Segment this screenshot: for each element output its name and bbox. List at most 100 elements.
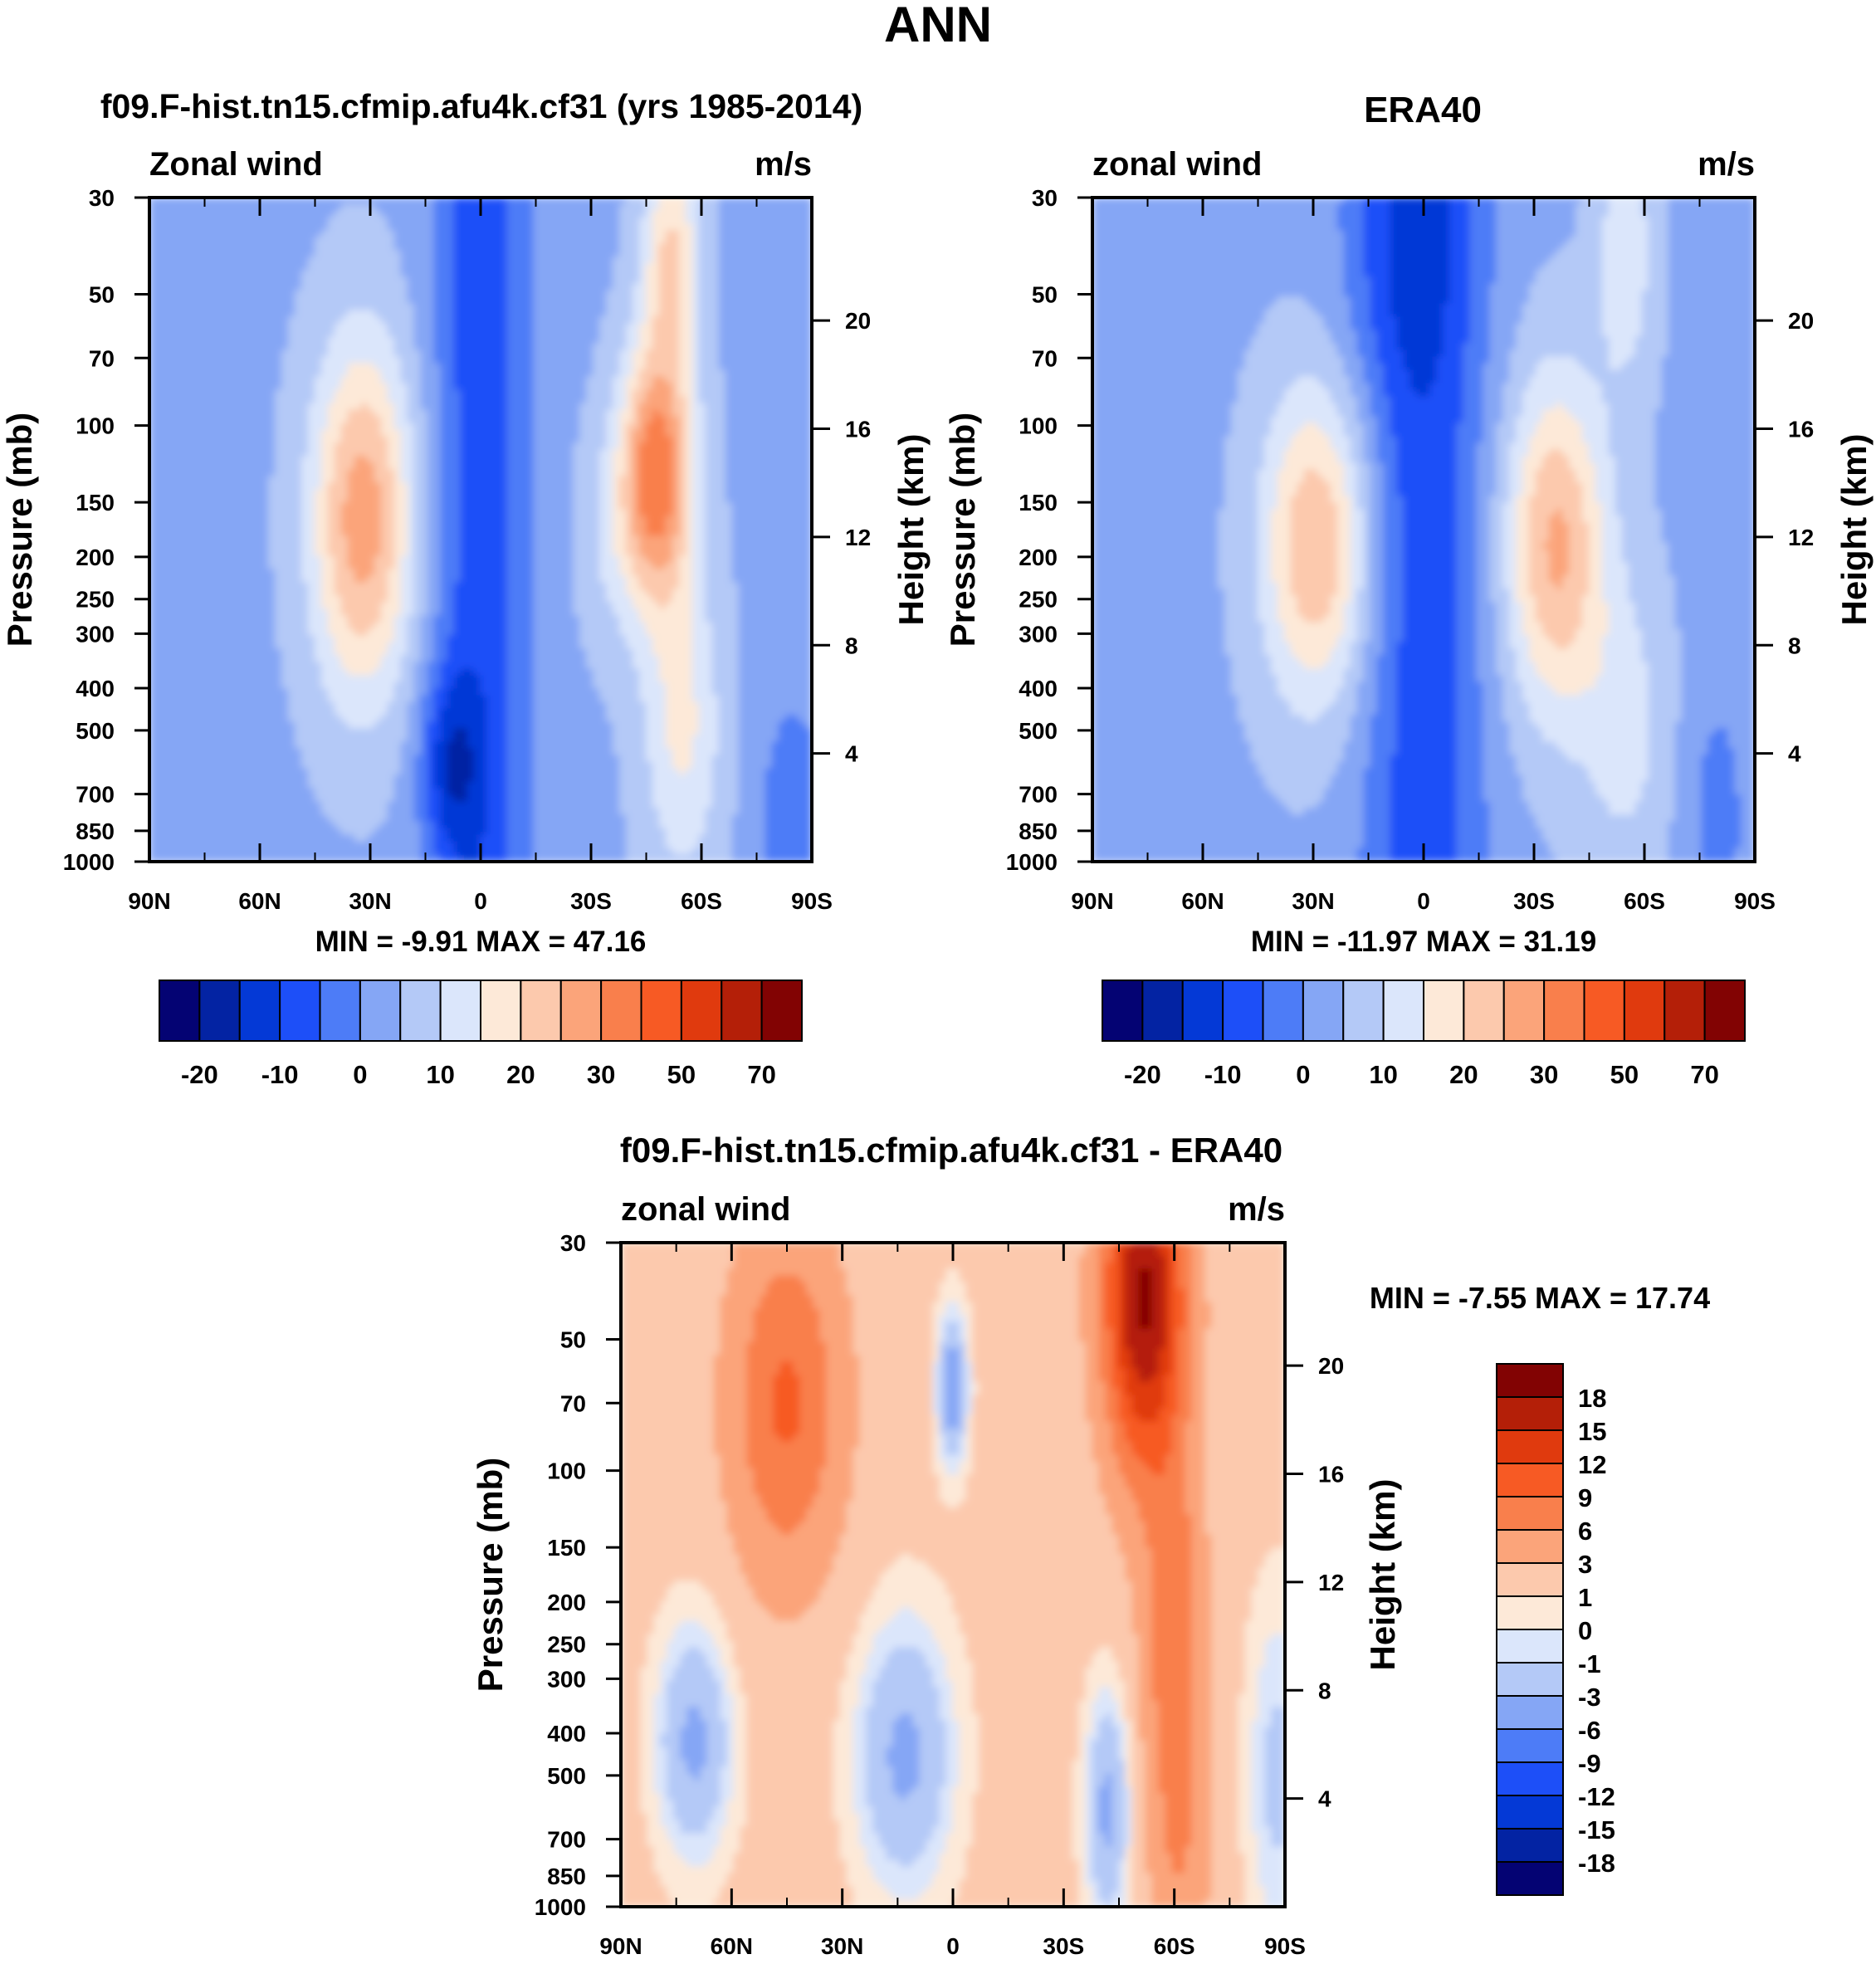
model-band-cell: [320, 449, 330, 457]
model-band-cell: [287, 256, 296, 265]
model-band-cell: [169, 469, 177, 477]
model-band-cell: [625, 496, 634, 504]
model-band-cell: [235, 442, 243, 451]
model-band-cell: [222, 502, 230, 511]
model-band-cell: [506, 198, 515, 205]
model-band-cell: [738, 376, 746, 384]
model-band-cell: [360, 396, 369, 404]
model-band-cell: [242, 230, 250, 238]
model-band-cell: [573, 336, 581, 344]
model-band-cell: [380, 363, 388, 371]
model-band-cell: [500, 416, 508, 424]
model-band-cell: [473, 502, 481, 511]
model-band-cell: [387, 237, 395, 245]
model-band-cell: [778, 256, 786, 265]
model-band-cell: [188, 383, 197, 391]
model-band-cell: [275, 283, 283, 291]
model-band-cell: [711, 403, 720, 411]
model-band-cell: [586, 502, 594, 511]
model-band-cell: [765, 442, 773, 451]
model-band-cell: [473, 482, 481, 491]
model-band-cell: [685, 323, 693, 331]
model-band-cell: [294, 502, 303, 511]
model-band-cell: [758, 323, 766, 331]
model-band-cell: [400, 296, 408, 305]
model-band-cell: [300, 476, 310, 484]
model-band-cell: [215, 263, 223, 271]
model-band-cell: [294, 522, 303, 530]
model-band-cell: [155, 237, 164, 245]
model-band-cell: [685, 256, 693, 265]
model-band-cell: [731, 223, 740, 232]
model-band-cell: [758, 237, 766, 245]
model-band-cell: [467, 416, 475, 424]
model-band-cell: [718, 363, 726, 371]
model-band-cell: [334, 369, 343, 378]
model-band-cell: [367, 310, 375, 318]
model-band-cell: [473, 476, 481, 484]
model-band-cell: [413, 409, 422, 418]
model-band-cell: [314, 363, 323, 371]
model-band-cell: [784, 442, 793, 451]
model-band-cell: [261, 198, 270, 205]
model-band-cell: [440, 449, 448, 457]
model-band-cell: [520, 456, 528, 464]
model-band-cell: [387, 389, 395, 398]
model-band-cell: [149, 509, 157, 517]
model-band-cell: [778, 230, 786, 238]
model-band-cell: [546, 230, 554, 238]
model-band-cell: [460, 270, 468, 278]
model-band-cell: [202, 502, 210, 511]
model-band-cell: [705, 502, 713, 511]
model-band-cell: [460, 250, 468, 258]
model-band-cell: [632, 409, 641, 418]
model-band-cell: [195, 462, 203, 471]
model-band-cell: [307, 256, 316, 265]
model-band-cell: [447, 369, 455, 378]
model-band-cell: [493, 363, 501, 371]
model-band-cell: [275, 396, 283, 404]
model-band-cell: [420, 489, 428, 497]
model-band-cell: [618, 310, 628, 318]
model-band-cell: [155, 296, 164, 305]
model-band-cell: [705, 303, 713, 311]
model-band-cell: [281, 442, 290, 451]
model-band-cell: [281, 303, 290, 311]
model-band-cell: [215, 416, 223, 424]
model-band-cell: [242, 310, 250, 318]
model-band-cell: [672, 356, 680, 364]
model-band-cell: [625, 356, 634, 364]
model-band-cell: [347, 263, 355, 271]
model-band-cell: [222, 323, 230, 331]
model-band-cell: [162, 356, 170, 364]
model-band-cell: [235, 237, 243, 245]
model-band-cell: [360, 522, 369, 530]
model-band-cell: [765, 476, 773, 484]
model-band-cell: [354, 496, 362, 504]
model-band-cell: [573, 496, 581, 504]
model-band-cell: [486, 250, 495, 258]
model-band-cell: [791, 456, 799, 464]
model-band-cell: [268, 230, 276, 238]
model-band-cell: [367, 316, 375, 325]
model-band-cell: [261, 515, 270, 524]
model-band-cell: [320, 303, 330, 311]
model-band-cell: [460, 502, 468, 511]
model-band-cell: [731, 270, 740, 278]
model-band-cell: [599, 243, 608, 252]
model-band-cell: [155, 383, 164, 391]
model-band-cell: [400, 396, 408, 404]
model-band-cell: [599, 456, 608, 464]
model-band-cell: [533, 310, 541, 318]
model-band-cell: [268, 462, 276, 471]
model-band-cell: [500, 449, 508, 457]
model-band-cell: [758, 515, 766, 524]
model-band-cell: [804, 330, 812, 338]
model-band-cell: [658, 383, 667, 391]
model-band-cell: [314, 509, 323, 517]
model-band-cell: [778, 383, 786, 391]
model-band-cell: [553, 456, 561, 464]
model-band-cell: [182, 256, 190, 265]
model-band-cell: [268, 482, 276, 491]
model-band-cell: [725, 462, 733, 471]
